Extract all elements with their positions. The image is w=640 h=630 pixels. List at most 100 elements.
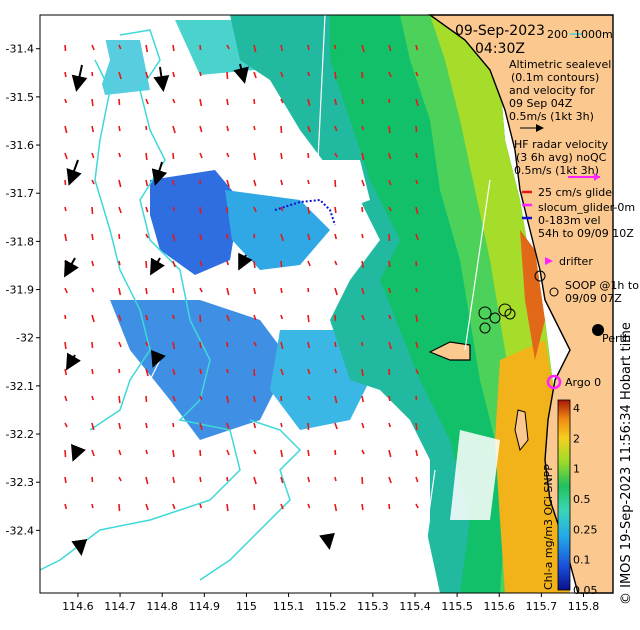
- hf-radar-vector: [226, 368, 229, 374]
- hf-radar-vector: [64, 179, 67, 186]
- hf-radar-vector: [64, 449, 67, 458]
- y-tick-label: -32: [16, 332, 34, 345]
- hf-radar-vector: [334, 287, 338, 296]
- colorbar-tick-label: 1: [573, 463, 580, 476]
- hf-radar-vector: [118, 395, 121, 404]
- soop-tracks: [478, 270, 559, 334]
- hf-radar-vector: [145, 260, 148, 269]
- y-tick-label: -31.9: [6, 284, 34, 297]
- colorbar-tick-label: 2: [573, 432, 580, 445]
- hf-radar-vector: [118, 476, 122, 482]
- hf-radar-vector: [334, 98, 338, 106]
- hf-radar-vector: [172, 260, 176, 268]
- hf-radar-vector: [199, 449, 202, 457]
- colorbar-tick-label: 0.5: [573, 493, 591, 506]
- hf-radar-vector: [64, 44, 67, 52]
- hf-radar-vector: [334, 206, 337, 214]
- hf-radar-vector: [280, 476, 284, 484]
- hf-radar-vector: [172, 44, 175, 52]
- hf-radar-vector: [334, 44, 337, 50]
- hf-radar-vector: [64, 71, 67, 78]
- hf-radar-vector: [118, 125, 121, 132]
- hf-radar-vector: [253, 98, 256, 105]
- colorbar: [557, 399, 571, 591]
- hf-radar-vector: [226, 125, 230, 132]
- y-tick-label: -32.2: [6, 428, 34, 441]
- hf-radar-vector: [388, 98, 391, 104]
- perth-marker: [592, 324, 604, 336]
- hf-radar-vector: [334, 233, 338, 240]
- hf-radar-vector: [307, 71, 311, 77]
- y-tick-label: -31.4: [6, 43, 34, 56]
- hf-radar-vector: [361, 152, 365, 161]
- hf-radar-vector: [118, 206, 122, 214]
- hf-radar-vector: [307, 422, 310, 431]
- hf-legend-line-1: HF radar velocity: [514, 138, 609, 151]
- hf-radar-vector: [199, 395, 203, 401]
- hf-radar-vector: [91, 422, 95, 431]
- hf-radar-vector: [361, 98, 364, 105]
- hf-radar-vector: [91, 152, 95, 159]
- hf-radar-vector: [361, 260, 365, 269]
- altimetry-arrows: [64, 63, 335, 556]
- altimetry-legend: Altimetric sealevel (0.1m contours) and …: [509, 58, 611, 132]
- hf-radar-vector: [91, 125, 95, 133]
- glider-track: [274, 198, 336, 226]
- hf-radar-vector: [64, 422, 68, 428]
- hf-radar-vector: [253, 422, 257, 429]
- glider-legend-line-1: 25 cm/s glide: [538, 186, 612, 199]
- satellite-tracks: [129, 14, 491, 591]
- hf-radar-vector: [64, 368, 68, 376]
- hf-radar-vector: [226, 206, 229, 214]
- soop-legend-line-2: 09/09 07Z: [565, 292, 622, 305]
- title-time: 04:30Z: [475, 41, 525, 57]
- x-tick-label: 114.6: [62, 600, 94, 613]
- hf-radar-vector: [226, 179, 230, 188]
- hf-radar-vector: [172, 341, 176, 350]
- altimetry-legend-line-1: Altimetric sealevel: [509, 58, 611, 71]
- hf-radar-vector: [361, 125, 365, 131]
- hf-radar-vector: [118, 44, 122, 50]
- altimetry-legend-line-4: 09 Sep 04Z: [509, 97, 573, 110]
- isobath-label-1000: 1000m: [574, 28, 613, 41]
- hf-radar-vector: [91, 44, 95, 51]
- hf-radar-vector: [64, 125, 68, 134]
- hf-radar-vector: [199, 233, 203, 241]
- glider-legend-line-3: 0-183m vel: [538, 214, 601, 227]
- x-tick-label: 115.7: [526, 600, 558, 613]
- hf-radar-vector: [64, 206, 67, 212]
- hf-radar-vector: [280, 368, 284, 376]
- hf-radar-vector: [64, 503, 68, 510]
- hf-radar-vector: [307, 179, 310, 185]
- hf-radar-vector: [388, 368, 391, 376]
- hf-radar-vector: [91, 98, 94, 107]
- argo-marker: [546, 374, 562, 390]
- hf-radar-vector: [91, 233, 94, 241]
- hf-radar-vector: [280, 395, 283, 402]
- isobath-contours: [39, 29, 302, 581]
- hf-radar-vector: [280, 449, 284, 458]
- city-label-perth: Perth: [602, 332, 631, 345]
- x-tick-label: 115: [236, 600, 257, 613]
- hf-radar-vector: [172, 233, 176, 242]
- x-tick-label: 115.8: [568, 600, 600, 613]
- hf-radar-vector: [199, 422, 203, 431]
- hf-radar-vector: [415, 422, 418, 431]
- hf-radar-vector: [361, 449, 365, 455]
- hf-radar-vector: [199, 44, 202, 51]
- hf-radar-vector: [118, 98, 121, 106]
- hf-radar-vector: [91, 206, 94, 215]
- hf-radar-vector: [415, 314, 419, 323]
- hf-radar-vector: [361, 422, 365, 429]
- hf-radar-vector: [226, 395, 230, 404]
- x-tick-label: 115.5: [441, 600, 473, 613]
- hf-radar-vector: [415, 260, 418, 267]
- hf-radar-vector: [280, 125, 283, 134]
- hf-radar-vector: [415, 233, 419, 241]
- hf-radar-vector: [388, 395, 391, 402]
- hf-radar-vector: [280, 503, 284, 510]
- hf-radar-vector: [172, 98, 176, 104]
- hf-radar-vector: [415, 449, 419, 457]
- hf-radar-vector: [307, 152, 310, 159]
- hf-radar-vector: [253, 260, 256, 269]
